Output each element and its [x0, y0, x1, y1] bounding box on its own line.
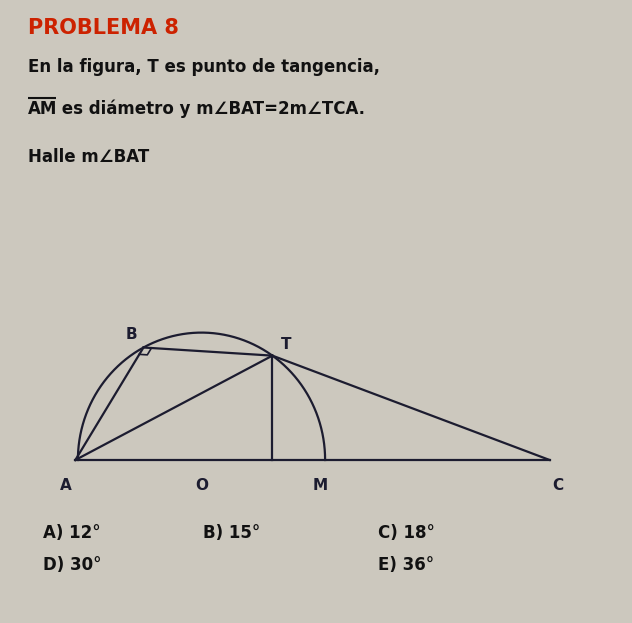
- Text: es diámetro y m∠BAT=2m∠TCA.: es diámetro y m∠BAT=2m∠TCA.: [56, 100, 365, 118]
- Text: M: M: [312, 478, 327, 493]
- Text: B: B: [126, 326, 137, 341]
- Text: PROBLEMA 8: PROBLEMA 8: [28, 18, 179, 38]
- Text: En la figura, T es punto de tangencia,: En la figura, T es punto de tangencia,: [28, 58, 380, 76]
- Text: C) 18°: C) 18°: [378, 524, 435, 542]
- Text: O: O: [195, 478, 208, 493]
- Text: D) 30°: D) 30°: [43, 556, 102, 574]
- Text: AM: AM: [28, 100, 58, 118]
- Text: T: T: [281, 336, 291, 351]
- Text: E) 36°: E) 36°: [378, 556, 434, 574]
- Text: Halle m∠BAT: Halle m∠BAT: [28, 148, 149, 166]
- Text: C: C: [552, 478, 563, 493]
- Text: B) 15°: B) 15°: [203, 524, 260, 542]
- Text: A) 12°: A) 12°: [43, 524, 100, 542]
- Text: A: A: [59, 478, 71, 493]
